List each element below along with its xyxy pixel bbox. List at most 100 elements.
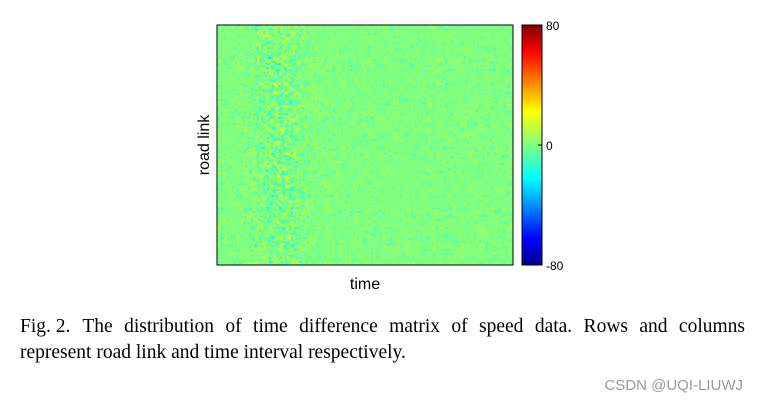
heatmap-cell: [271, 153, 274, 156]
heatmap-cell: [413, 31, 416, 34]
heatmap-cell: [299, 79, 302, 82]
heatmap-cell: [293, 45, 296, 48]
heatmap-cell: [355, 77, 358, 80]
heatmap-cell: [323, 181, 326, 184]
heatmap-cell: [359, 175, 362, 178]
heatmap-cell: [269, 179, 272, 182]
heatmap-cell: [445, 203, 448, 206]
heatmap-cell: [275, 35, 278, 38]
heatmap-cell: [431, 211, 434, 214]
heatmap-cell: [319, 209, 322, 212]
heatmap-cell: [429, 109, 432, 112]
heatmap-cell: [467, 147, 470, 150]
heatmap-cell: [291, 169, 294, 172]
heatmap-cell: [247, 99, 250, 102]
heatmap-cell: [367, 69, 370, 72]
heatmap-cell: [253, 171, 256, 174]
heatmap-cell: [495, 61, 498, 64]
heatmap-cell: [351, 103, 354, 106]
heatmap-cell: [509, 181, 512, 184]
heatmap-cell: [369, 195, 372, 198]
heatmap-cell: [467, 141, 470, 144]
heatmap-cell: [507, 69, 510, 72]
heatmap-cell: [315, 189, 318, 192]
heatmap-cell: [321, 35, 324, 38]
heatmap-cell: [257, 117, 260, 120]
heatmap-cell: [355, 85, 358, 88]
heatmap-cell: [277, 137, 280, 140]
heatmap-cell: [365, 95, 368, 98]
heatmap-cell: [281, 125, 284, 128]
heatmap-cell: [273, 211, 276, 214]
heatmap-cell: [493, 101, 496, 104]
heatmap-cell: [351, 145, 354, 148]
heatmap-cell: [491, 67, 494, 70]
heatmap-cell: [361, 175, 364, 178]
heatmap-cell: [293, 59, 296, 62]
heatmap-cell: [259, 163, 262, 166]
heatmap-cell: [239, 117, 242, 120]
heatmap-cell: [261, 149, 264, 152]
heatmap-cell: [281, 119, 284, 122]
heatmap-cell: [413, 41, 416, 44]
heatmap-cell: [275, 179, 278, 182]
heatmap-cell: [427, 117, 430, 120]
heatmap-cell: [469, 135, 472, 138]
heatmap-cell: [407, 133, 410, 136]
heatmap-cell: [307, 95, 310, 98]
heatmap-cell: [275, 165, 278, 168]
heatmap-cell: [365, 59, 368, 62]
heatmap-cell: [309, 181, 312, 184]
heatmap-cell: [263, 103, 266, 106]
heatmap-cell: [347, 117, 350, 120]
heatmap-cell: [391, 139, 394, 142]
heatmap-cell: [443, 115, 446, 118]
heatmap-cell: [405, 79, 408, 82]
heatmap-cell: [511, 67, 514, 70]
heatmap-cell: [433, 195, 436, 198]
heatmap-cell: [293, 133, 296, 136]
heatmap-cell: [249, 163, 252, 166]
heatmap-cell: [359, 103, 362, 106]
heatmap-cell: [381, 27, 384, 30]
heatmap-cell: [369, 45, 372, 48]
heatmap-cell: [279, 183, 282, 186]
heatmap-cell: [273, 71, 276, 74]
heatmap-cell: [409, 113, 412, 116]
heatmap-cell: [281, 167, 284, 170]
heatmap-cell: [371, 195, 374, 198]
heatmap-cell: [455, 91, 458, 94]
heatmap-cell: [367, 195, 370, 198]
heatmap-cell: [341, 163, 344, 166]
heatmap-cell: [491, 107, 494, 110]
heatmap-cell: [331, 57, 334, 60]
heatmap-cell: [493, 165, 496, 168]
heatmap-cell: [349, 35, 352, 38]
heatmap-cell: [289, 69, 292, 72]
heatmap-cell: [311, 59, 314, 62]
heatmap-cell: [311, 109, 314, 112]
heatmap-cell: [345, 165, 348, 168]
heatmap-cell: [267, 129, 270, 132]
heatmap-cell: [355, 189, 358, 192]
heatmap-cell: [439, 189, 442, 192]
heatmap-cell: [411, 65, 414, 68]
heatmap-cell: [281, 73, 284, 76]
heatmap-cell: [363, 53, 366, 56]
heatmap-cell: [363, 163, 366, 166]
heatmap-cell: [305, 173, 308, 176]
heatmap-cell: [427, 105, 430, 108]
heatmap-cell: [267, 51, 270, 54]
heatmap-cell: [261, 191, 264, 194]
heatmap-cell: [465, 45, 468, 48]
heatmap-cell: [447, 161, 450, 164]
heatmap-cell: [285, 157, 288, 160]
heatmap-cell: [499, 129, 502, 132]
heatmap-cell: [309, 51, 312, 54]
heatmap-cell: [329, 101, 332, 104]
heatmap-cell: [499, 89, 502, 92]
heatmap-cell: [261, 89, 264, 92]
heatmap-cell: [223, 37, 226, 40]
heatmap-cell: [295, 183, 298, 186]
heatmap-cell: [461, 209, 464, 212]
